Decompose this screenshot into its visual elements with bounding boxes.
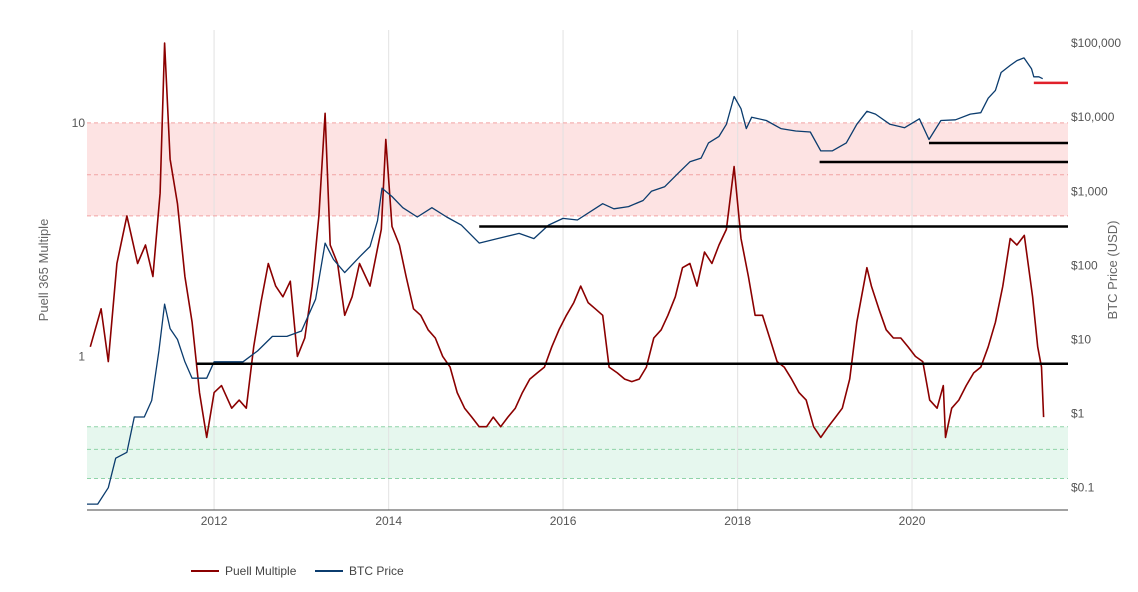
left-y-tick-1: 10 — [72, 116, 86, 130]
x-tick-2016: 2016 — [550, 514, 577, 528]
right-y-tick-4: $1,000 — [1071, 184, 1108, 198]
right-y-axis-title: BTC Price (USD) — [1105, 221, 1120, 320]
undervalued-zone — [87, 426, 1068, 479]
series-line-0 — [89, 42, 1045, 439]
overvalued-zone — [87, 122, 1068, 216]
x-tick-2012: 2012 — [201, 514, 228, 528]
left-y-tick-labels: 1 10 — [72, 116, 86, 364]
zone-bands — [87, 122, 1068, 479]
series-lines — [87, 42, 1045, 505]
grid-lines — [213, 30, 913, 510]
right-y-tick-3: $100 — [1071, 258, 1098, 272]
right-y-tick-labels: $0.1 $1 $10 $100 $1,000 $10,000 $100,000 — [1071, 36, 1121, 495]
right-y-tick-1: $1 — [1071, 407, 1085, 421]
right-y-tick-2: $10 — [1071, 332, 1091, 346]
x-tick-2018: 2018 — [724, 514, 751, 528]
legend-label-puell: Puell Multiple — [225, 564, 297, 578]
left-y-axis-title: Puell 365 Multiple — [36, 219, 51, 322]
right-y-tick-0: $0.1 — [1071, 481, 1095, 495]
left-y-tick-0: 1 — [78, 349, 85, 363]
x-tick-2014: 2014 — [375, 514, 402, 528]
x-tick-2020: 2020 — [899, 514, 926, 528]
legend-label-btc: BTC Price — [349, 564, 404, 578]
right-y-tick-6: $100,000 — [1071, 36, 1121, 50]
series-line-1 — [87, 57, 1043, 505]
support-lines — [196, 81, 1068, 366]
legend: Puell Multiple BTC Price — [191, 564, 404, 578]
x-tick-labels: 2012 2014 2016 2018 2020 — [201, 514, 926, 528]
reference-lines — [87, 122, 1068, 480]
right-y-tick-5: $10,000 — [1071, 110, 1115, 124]
